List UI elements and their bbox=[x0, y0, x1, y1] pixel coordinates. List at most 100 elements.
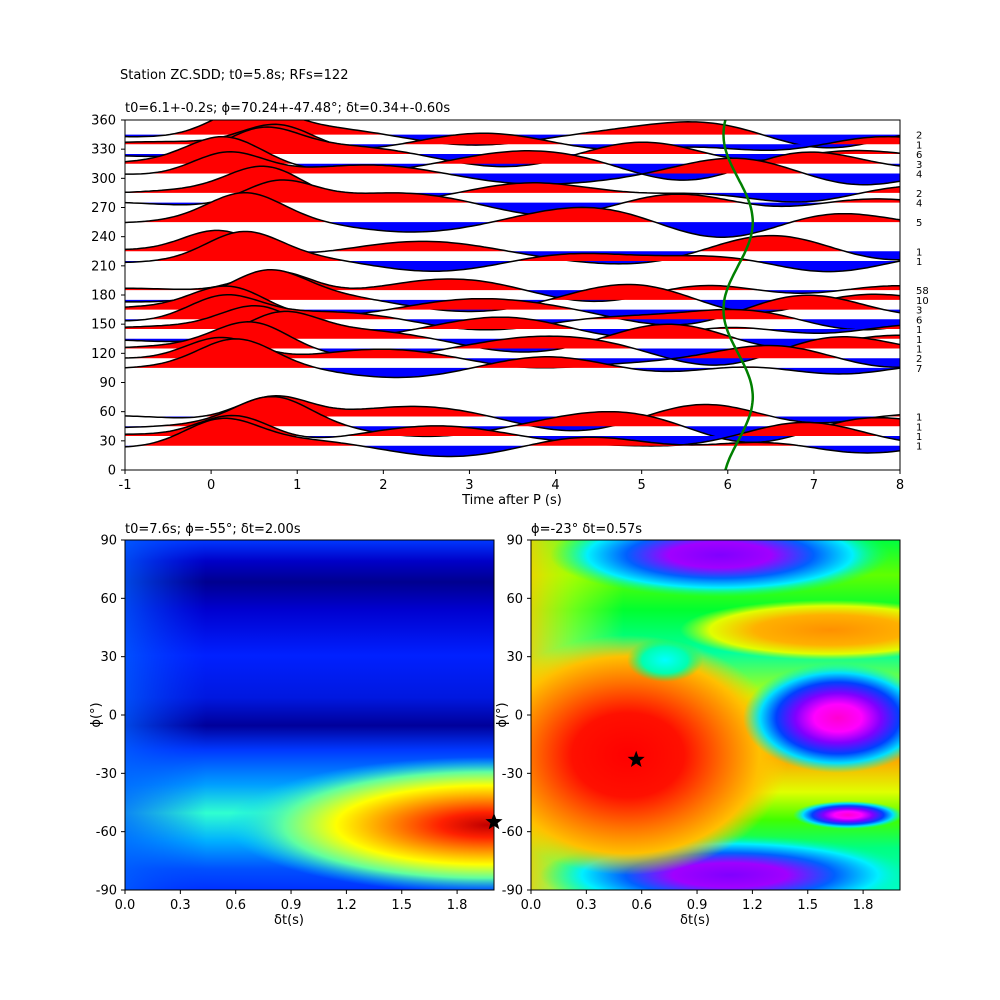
trace-count-label: 5 bbox=[916, 218, 922, 229]
rf-trace-line bbox=[125, 191, 900, 238]
heat-y-tick-label: -60 bbox=[502, 825, 523, 840]
top-panel-title: t0=6.1+-0.2s; ϕ=70.24+-47.48°; δt=0.34+-… bbox=[125, 101, 450, 116]
right-panel-title: ϕ=-23° δt=0.57s bbox=[531, 522, 642, 537]
trace-count-label: 3 bbox=[916, 306, 922, 317]
heat-y-tick-label: 0 bbox=[515, 709, 523, 724]
left-heatmap bbox=[125, 540, 494, 890]
trace-count-label: 1 bbox=[916, 247, 922, 258]
left-best-fit-star-icon bbox=[485, 812, 503, 830]
rf-trace-positive-fill bbox=[125, 418, 900, 446]
rf-trace-positive-fill bbox=[125, 269, 900, 300]
trace-count-label: 2 bbox=[916, 354, 922, 365]
heat-x-tick-label: 0.0 bbox=[115, 898, 136, 913]
top-y-tick-label: 90 bbox=[99, 376, 116, 391]
rf-trace-line bbox=[125, 417, 900, 458]
rf-trace-positive-fill bbox=[125, 311, 900, 339]
heat-x-tick-label: 0.3 bbox=[170, 898, 191, 913]
trace-count-label: 1 bbox=[916, 325, 922, 336]
rf-trace-line bbox=[125, 285, 900, 326]
rf-trace-positive-fill bbox=[125, 294, 900, 320]
heat-y-tick-label: -30 bbox=[502, 767, 523, 782]
top-x-tick-label: -1 bbox=[119, 478, 132, 493]
rf-trace-positive-fill bbox=[125, 231, 900, 261]
trace-count-label: 1 bbox=[916, 344, 922, 355]
heat-y-tick-label: -90 bbox=[96, 884, 117, 899]
top-x-tick-label: 7 bbox=[810, 478, 818, 493]
trace-count-label: 1 bbox=[916, 413, 922, 424]
trace-count-label: 7 bbox=[916, 364, 922, 375]
heat-y-tick-label: -90 bbox=[502, 884, 523, 899]
rf-trace-positive-fill bbox=[125, 120, 900, 135]
heat-x-tick-label: 1.2 bbox=[742, 898, 763, 913]
grid-search-right-panel: ϕ=-23° δt=0.57s 0.0 0.3 0.6 0.9 1.2 1.5 1.8 -90… bbox=[495, 522, 901, 928]
trace-count-label: 10 bbox=[916, 296, 929, 307]
heat-x-tick-label: 1.8 bbox=[447, 898, 468, 913]
heat-y-tick-label: 60 bbox=[100, 592, 117, 607]
top-axis-ticks: -1 0 1 2 3 4 5 6 7 803060901201501802102402703003… bbox=[91, 114, 904, 494]
figure-suptitle: Station ZC.SDD; t0=5.8s; RFs=122 bbox=[120, 68, 348, 83]
top-y-tick-label: 210 bbox=[91, 259, 116, 274]
rf-trace-line bbox=[125, 414, 900, 447]
receiver-function-panel: t0=6.1+-0.2s; ϕ=70.24+-47.48°; δt=0.34+-… bbox=[91, 101, 929, 508]
top-x-tick-label: 5 bbox=[638, 478, 646, 493]
trace-count-label: 58 bbox=[916, 286, 929, 297]
trace-count-label: 3 bbox=[916, 160, 922, 171]
top-x-tick-label: 2 bbox=[379, 478, 387, 493]
rf-trace-positive-fill bbox=[125, 396, 900, 427]
heat-x-tick-label: 0.9 bbox=[281, 898, 302, 913]
right-y-axis-label: ϕ(°) bbox=[495, 702, 510, 727]
rf-trace-line bbox=[125, 135, 900, 181]
trace-count-label: 1 bbox=[916, 442, 922, 453]
left-y-axis-label: ϕ(°) bbox=[89, 702, 104, 727]
rf-trace-positive-fill bbox=[125, 151, 900, 174]
rf-trace-negative-fill bbox=[125, 261, 900, 272]
rf-trace-line bbox=[125, 395, 900, 444]
heat-x-tick-label: 1.5 bbox=[391, 898, 412, 913]
rf-trace-negative-fill bbox=[125, 202, 900, 216]
trace-count-label: 4 bbox=[916, 169, 922, 180]
heat-y-tick-label: 0 bbox=[109, 709, 117, 724]
left-x-axis-label: δt(s) bbox=[274, 913, 304, 928]
rf-trace-line bbox=[125, 338, 900, 379]
top-x-tick-label: 0 bbox=[207, 478, 215, 493]
rf-trace-positive-fill bbox=[125, 338, 900, 368]
rf-trace-negative-fill bbox=[125, 367, 900, 378]
heat-y-tick-label: -60 bbox=[96, 825, 117, 840]
rf-trace-negative-fill bbox=[125, 445, 900, 457]
rf-trace-negative-fill bbox=[125, 329, 900, 337]
heat-x-tick-label: 1.8 bbox=[853, 898, 874, 913]
top-y-tick-label: 270 bbox=[91, 201, 116, 216]
left-axis-ticks: 0.0 0.3 0.6 0.9 1.2 1.5 1.8 -90 -60 -30 0 30 60 90 bbox=[96, 534, 468, 914]
heat-y-tick-label: 30 bbox=[506, 650, 523, 665]
rf-trace-negative-fill bbox=[125, 173, 900, 185]
rf-trace bbox=[125, 417, 900, 458]
heat-y-tick-label: 90 bbox=[506, 534, 523, 549]
trace-count-label: 1 bbox=[916, 422, 922, 433]
delay-fit-curve bbox=[722, 120, 755, 470]
top-x-tick-label: 6 bbox=[724, 478, 732, 493]
trace-area bbox=[125, 120, 900, 470]
trace-count-label: 6 bbox=[916, 150, 922, 161]
rf-trace bbox=[125, 179, 900, 217]
grid-search-left-panel: t0=7.6s; ϕ=-55°; δt=2.00s 0.0 0.3 0.6 0.9 1.… bbox=[89, 522, 503, 928]
heat-x-tick-label: 0.6 bbox=[225, 898, 246, 913]
right-axis-ticks: 0.0 0.3 0.6 0.9 1.2 1.5 1.8 -90 -60 -30 0 30 60 90 bbox=[502, 534, 874, 914]
heat-y-tick-label: 90 bbox=[100, 534, 117, 549]
top-y-tick-label: 240 bbox=[91, 230, 116, 245]
heat-x-tick-label: 1.5 bbox=[797, 898, 818, 913]
right-best-fit-star-icon bbox=[627, 750, 645, 767]
rf-trace-line bbox=[125, 179, 900, 217]
top-y-tick-label: 180 bbox=[91, 289, 116, 304]
heat-x-tick-label: 0.3 bbox=[576, 898, 597, 913]
heat-y-tick-label: 30 bbox=[100, 650, 117, 665]
rf-trace bbox=[125, 230, 900, 273]
rf-trace bbox=[125, 395, 900, 444]
top-y-tick-label: 60 bbox=[99, 405, 116, 420]
rf-trace-negative-fill bbox=[125, 222, 900, 238]
top-y-tick-label: 330 bbox=[91, 143, 116, 158]
rf-trace-line bbox=[125, 304, 900, 338]
top-x-axis-label: Time after P (s) bbox=[461, 493, 562, 508]
rf-trace-negative-fill bbox=[125, 290, 900, 302]
top-x-tick-label: 1 bbox=[293, 478, 301, 493]
